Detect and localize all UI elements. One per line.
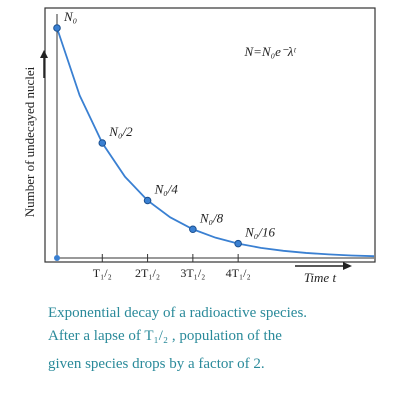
x-axis-label: Time t [304, 270, 337, 285]
point-label: N₀/4 [154, 182, 179, 197]
formula: N=N₀e⁻λᵗ [243, 44, 296, 59]
point [143, 196, 152, 205]
y-axis-label: Number of undecayed nuclei [22, 66, 37, 217]
point-label: N₀/2 [108, 124, 133, 139]
x-tick-label: 4T₁/₂ [226, 266, 251, 280]
y-arrow-head [40, 50, 48, 58]
point-label: N₀/16 [244, 225, 275, 240]
point [234, 239, 242, 248]
frame [44, 7, 376, 263]
origin-dot [54, 255, 60, 261]
decay-curve [56, 27, 375, 258]
x-tick-label: T₁/₂ [93, 266, 112, 280]
point-label: N₀/8 [199, 210, 224, 225]
caption-line: After a lapse of T₁/₂ , population of th… [48, 328, 282, 344]
point [189, 225, 197, 234]
point [98, 139, 107, 147]
caption-line: given species drops by a factor of 2. [48, 356, 265, 372]
caption-line: Exponential decay of a radioactive speci… [48, 305, 307, 321]
point [53, 24, 61, 32]
x-tick-label: 3T₁/₂ [180, 266, 205, 280]
x-arrow-head [343, 262, 352, 270]
point-label: N₀ [63, 9, 77, 24]
x-tick-label: 2T₁/₂ [135, 266, 160, 280]
